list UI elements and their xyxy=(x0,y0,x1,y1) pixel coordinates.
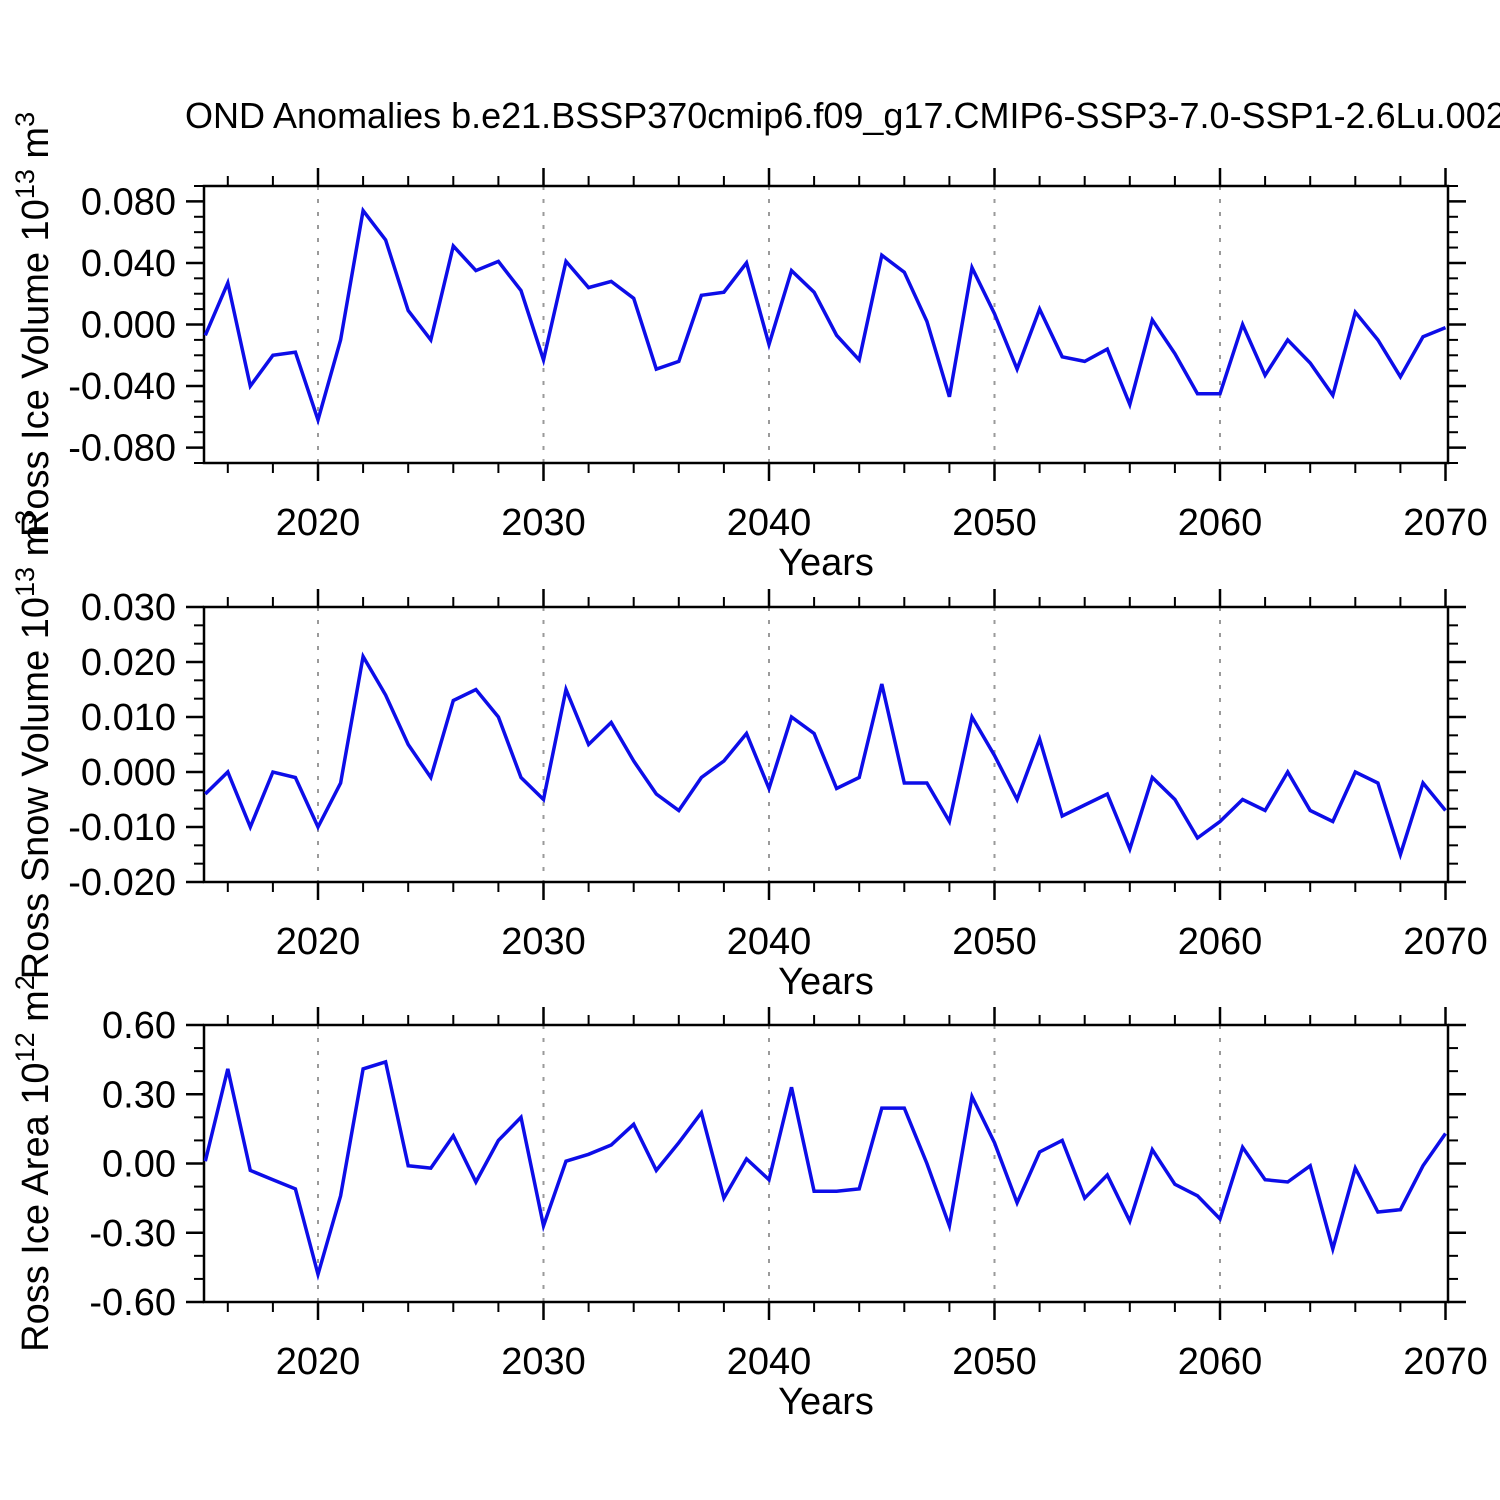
y-tick-label: -0.60 xyxy=(89,1282,176,1324)
y-tick-label: -0.020 xyxy=(68,862,176,904)
x-tick-label: 2030 xyxy=(501,921,586,963)
data-line xyxy=(203,1059,1447,1281)
y-tick-label: 0.010 xyxy=(81,697,176,739)
x-tick-label: 2040 xyxy=(727,502,812,544)
panels-root: 0.080 0.040 0.000 -0.040 -0.080 2020 2030 2040 2… xyxy=(10,112,1488,1423)
data-line xyxy=(203,206,1447,426)
y-tick-label: 0.30 xyxy=(102,1074,176,1116)
panel-ross-ice-area: 0.60 0.30 0.00 -0.30 -0.60 2020 2030 2040 2050 20… xyxy=(10,975,1488,1423)
y-axis-title: Ross Ice Area 1012 m2 xyxy=(10,975,57,1352)
x-tick-label: 2060 xyxy=(1178,1341,1263,1383)
plot-frame xyxy=(202,184,1450,465)
data-line xyxy=(204,651,1447,861)
y-axis-ticks xyxy=(186,1023,1466,1304)
x-tick-label: 2060 xyxy=(1178,502,1263,544)
y-tick-label: 0.60 xyxy=(102,1005,176,1047)
y-tick-label: 0.040 xyxy=(81,243,176,285)
x-axis-ticks xyxy=(226,1007,1447,1320)
y-tick-label: -0.080 xyxy=(68,428,176,470)
x-axis-ticks xyxy=(226,589,1447,900)
x-axis-ticks xyxy=(226,168,1447,481)
gridlines xyxy=(317,1025,1221,1302)
y-tick-label: -0.010 xyxy=(68,807,176,849)
x-tick-label: 2040 xyxy=(727,921,812,963)
y-axis-title: Ross Snow Volume 1013 m3 xyxy=(10,510,57,980)
panel-ross-ice-volume: 0.080 0.040 0.000 -0.040 -0.080 2020 2030 2040 2… xyxy=(10,112,1488,584)
panel-ross-snow-volume: 0.030 0.020 0.010 0.000 -0.010 -0.020 2020 2030… xyxy=(10,510,1488,1003)
y-tick-label: 0.00 xyxy=(102,1144,176,1186)
y-tick-label: -0.040 xyxy=(68,366,176,408)
y-axis-ticks xyxy=(186,605,1466,884)
x-tick-label: 2070 xyxy=(1403,502,1488,544)
y-axis-title: Ross Ice Volume 1013 m3 xyxy=(10,112,57,537)
plot-frame xyxy=(202,605,1450,884)
x-tick-label: 2040 xyxy=(727,1341,812,1383)
y-tick-label: 0.000 xyxy=(81,305,176,347)
plot-frame xyxy=(202,1023,1450,1304)
x-axis-title: Years xyxy=(778,961,874,1003)
y-axis-ticks xyxy=(186,185,1466,464)
x-tick-label: 2030 xyxy=(501,502,586,544)
figure-title: OND Anomalies b.e21.BSSP370cmip6.f09_g17… xyxy=(185,95,1500,136)
y-tick-label: 0.020 xyxy=(81,642,176,684)
x-tick-label: 2070 xyxy=(1403,921,1488,963)
x-tick-label: 2020 xyxy=(276,921,361,963)
x-tick-label: 2020 xyxy=(276,502,361,544)
x-tick-label: 2050 xyxy=(952,921,1037,963)
y-tick-label: 0.030 xyxy=(81,587,176,629)
x-axis-title: Years xyxy=(778,542,874,584)
x-tick-label: 2050 xyxy=(952,1341,1037,1383)
x-tick-label: 2050 xyxy=(952,502,1037,544)
x-tick-label: 2030 xyxy=(501,1341,586,1383)
x-tick-label: 2070 xyxy=(1403,1341,1488,1383)
gridlines xyxy=(317,186,1221,463)
y-tick-label: 0.000 xyxy=(81,752,176,794)
y-tick-label: -0.30 xyxy=(89,1213,176,1255)
x-axis-title: Years xyxy=(778,1381,874,1423)
y-tick-label: 0.080 xyxy=(81,181,176,223)
gridlines xyxy=(317,607,1221,882)
x-tick-label: 2060 xyxy=(1178,921,1263,963)
x-tick-label: 2020 xyxy=(276,1341,361,1383)
